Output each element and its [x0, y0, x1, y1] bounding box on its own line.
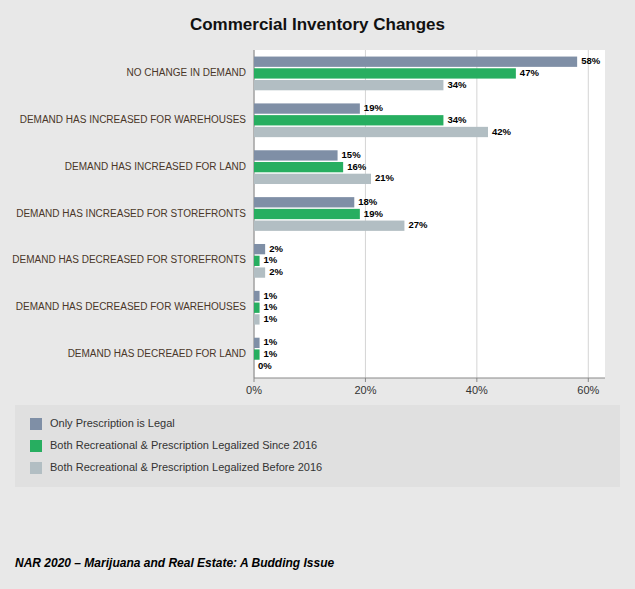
bar: [254, 127, 488, 137]
bar: [254, 174, 371, 184]
data-label: 18%: [358, 196, 378, 207]
legend-swatch: [30, 462, 42, 474]
bars: [254, 57, 577, 360]
bar: [254, 291, 260, 301]
bar: [254, 57, 577, 67]
legend-box: [15, 405, 620, 487]
tick-mark: [588, 378, 589, 382]
legend-swatch: [30, 418, 42, 430]
category-label: DEMAND HAS INCREASED FOR WAREHOUSES: [20, 114, 247, 125]
bar: [254, 68, 516, 78]
grid-line: [476, 50, 477, 378]
bar: [254, 244, 265, 254]
x-axis: 0% 20% 40% 60%: [246, 50, 605, 396]
data-label: 58%: [581, 55, 601, 66]
legend-swatch: [30, 440, 42, 452]
tick-label: 40%: [466, 384, 488, 396]
data-label: 0%: [258, 360, 272, 371]
category-label: DEMAND HAS INCREASED FOR STOREFRONTS: [16, 208, 246, 219]
legend-entry: Only Prescription is Legal: [50, 417, 175, 429]
bar: [254, 267, 265, 277]
category-label: DEMAND HAS DECREASED FOR STOREFRONTS: [12, 254, 246, 265]
data-label: 47%: [520, 67, 540, 78]
bar: [254, 103, 360, 113]
data-label: 1%: [264, 348, 278, 359]
legend-entry: Both Recreational & Prescription Legaliz…: [50, 461, 322, 473]
data-label: 1%: [264, 313, 278, 324]
chart: Commercial Inventory Changes NO CHANGE IN…: [0, 0, 635, 589]
bar: [254, 162, 343, 172]
grid: [254, 50, 588, 378]
data-label: 15%: [342, 149, 362, 160]
data-label: 16%: [347, 161, 367, 172]
bar: [254, 197, 354, 207]
tick-label: 60%: [577, 384, 599, 396]
data-label: 42%: [492, 126, 512, 137]
grid-line: [588, 50, 589, 378]
legend-entry: Both Recreational & Prescription Legaliz…: [50, 439, 317, 451]
data-label: 2%: [269, 243, 283, 254]
data-label: 27%: [408, 219, 428, 230]
tick-mark: [254, 378, 255, 382]
data-label: 19%: [364, 208, 384, 219]
bar: [254, 221, 404, 231]
data-labels: 58%19%15%18%2%1%1%47%34%16%19%1%1%1%34%4…: [258, 55, 601, 371]
bar: [254, 256, 260, 266]
tick-label: 20%: [354, 384, 376, 396]
category-label: NO CHANGE IN DEMAND: [127, 67, 246, 78]
bar: [254, 209, 360, 219]
category-label: DEMAND HAS DECREASED FOR WAREHOUSES: [16, 301, 247, 312]
data-label: 2%: [269, 266, 283, 277]
category-labels: NO CHANGE IN DEMAND DEMAND HAS INCREASED …: [12, 67, 246, 359]
data-label: 34%: [447, 79, 467, 90]
bar: [254, 303, 260, 313]
background: [0, 0, 635, 589]
plot-area: [254, 50, 605, 378]
footer: NAR 2020 – Marijuana and Real Estate: A …: [15, 556, 335, 570]
data-label: 1%: [264, 290, 278, 301]
data-label: 1%: [264, 301, 278, 312]
tick-mark: [365, 378, 366, 382]
bar: [254, 361, 255, 371]
bar: [254, 80, 443, 90]
legend: Only Prescription is Legal Both Recreatio…: [15, 405, 620, 487]
x-axis-line: [254, 378, 605, 379]
data-label: 1%: [264, 254, 278, 265]
title: Commercial Inventory Changes: [190, 15, 445, 34]
category-label: DEMAND HAS INCREASED FOR LAND: [65, 161, 246, 172]
data-label: 34%: [447, 114, 467, 125]
tick-label: 0%: [246, 384, 262, 396]
bar: [254, 314, 260, 324]
data-label: 21%: [375, 172, 395, 183]
category-label: DEMAND HAS DECREAED FOR LAND: [68, 348, 246, 359]
data-label: 1%: [264, 336, 278, 347]
bar: [254, 338, 260, 348]
bar: [254, 150, 338, 160]
bar: [254, 115, 443, 125]
tick-mark: [476, 378, 477, 382]
bar: [254, 349, 260, 359]
data-label: 19%: [364, 102, 384, 113]
